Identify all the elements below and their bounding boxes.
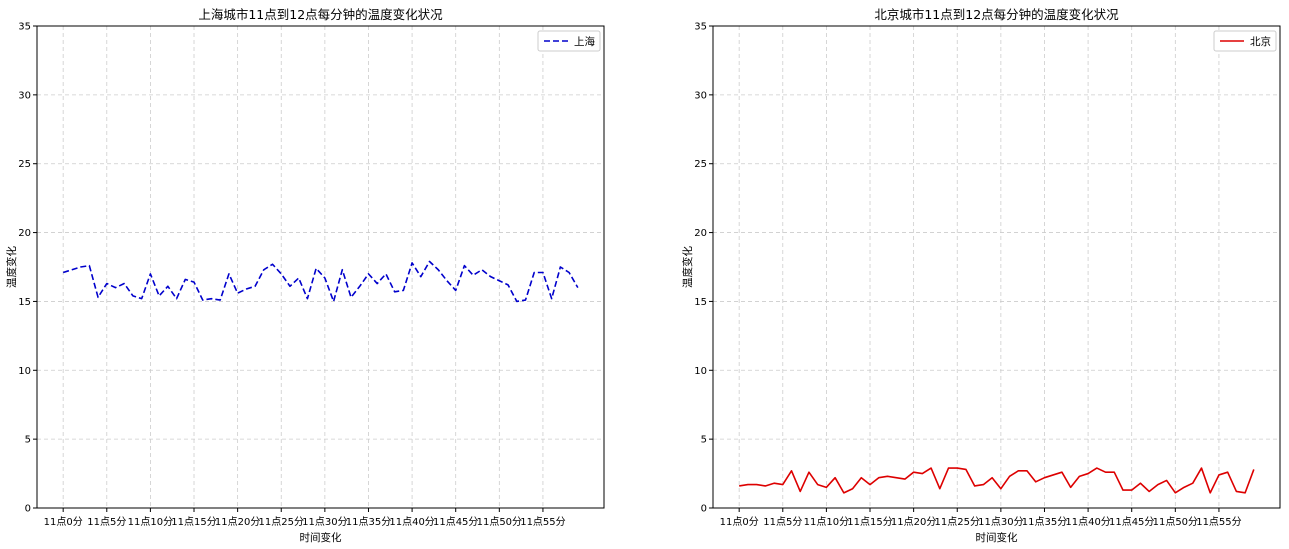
x-tick-label: 11点30分 (302, 516, 347, 528)
x-tick-label: 11点25分 (935, 516, 980, 528)
right-chart: 11点0分 11点5分 11点10分11点15分11点20分11点25分11点30分… (681, 7, 1281, 544)
y-tick-label: 5 (701, 435, 707, 446)
y-tick-label: 25 (18, 159, 31, 170)
y-axis-label: 温度变化 (681, 246, 694, 288)
legend-box (1213, 30, 1277, 52)
x-tick-label: 11点40分 (389, 516, 434, 528)
x-tick-label: 11点5分 (763, 516, 802, 528)
y-tick-label: 25 (694, 159, 707, 170)
x-axis-label: 时间变化 (976, 531, 1018, 544)
plot-frame (712, 25, 1281, 509)
chart-title: 上海城市11点到12点每分钟的温度变化状况 (198, 7, 443, 22)
x-tick-label: 11点55分 (520, 516, 565, 528)
y-tick-label: 35 (18, 22, 31, 33)
x-tick-label: 11点15分 (847, 516, 892, 528)
x-tick-label: 11点20分 (215, 516, 260, 528)
x-tick-label: 11点35分 (346, 516, 391, 528)
y-tick-label: 20 (694, 228, 707, 239)
x-axis-label: 时间变化 (300, 531, 342, 544)
x-tick-label: 11点35分 (1022, 516, 1067, 528)
legend-label: 上海 (574, 35, 595, 48)
series-line-1 (62, 260, 579, 303)
x-tick-label: 11点20分 (891, 516, 936, 528)
y-tick-label: 30 (694, 90, 707, 101)
y-tick-label: 30 (18, 90, 31, 101)
x-tick-label: 11点0分 (44, 516, 83, 528)
y-tick-label: 35 (694, 22, 707, 33)
x-tick-label: 11点45分 (433, 516, 478, 528)
y-tick-label: 5 (25, 435, 31, 446)
chart-title: 北京城市11点到12点每分钟的温度变化状况 (874, 7, 1119, 22)
x-tick-label: 11点30分 (978, 516, 1023, 528)
x-tick-label: 11点50分 (477, 516, 522, 528)
y-tick-label: 10 (18, 366, 31, 377)
x-tick-label: 11点15分 (171, 516, 216, 528)
y-tick-label: 10 (694, 366, 707, 377)
x-tick-label: 11点50分 (1153, 516, 1198, 528)
x-tick-label: 11点55分 (1196, 516, 1241, 528)
left-chart: 11点0分 11点5分 11点10分11点15分11点20分11点25分11点30分… (5, 7, 605, 544)
x-tick-label: 11点10分 (804, 516, 849, 528)
legend-box (537, 30, 601, 52)
x-tick-label: 11点45分 (1109, 516, 1154, 528)
y-tick-label: 0 (25, 504, 31, 515)
series-line-1 (739, 467, 1255, 494)
legend-label: 北京 (1250, 35, 1271, 48)
y-tick-label: 15 (18, 297, 31, 308)
x-tick-label: 11点40分 (1065, 516, 1110, 528)
x-tick-label: 11点5分 (87, 516, 126, 528)
y-tick-label: 0 (701, 504, 707, 515)
x-tick-label: 11点0分 (720, 516, 759, 528)
x-tick-label: 11点25分 (259, 516, 304, 528)
y-tick-label: 15 (694, 297, 707, 308)
y-tick-label: 20 (18, 228, 31, 239)
plot-frame (36, 25, 605, 509)
x-tick-label: 11点10分 (128, 516, 173, 528)
y-axis-label: 温度变化 (5, 246, 18, 288)
